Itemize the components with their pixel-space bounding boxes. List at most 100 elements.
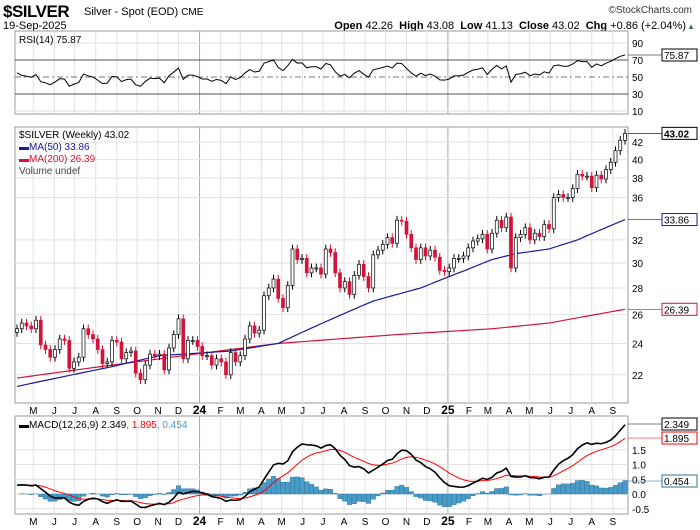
candle [243,338,247,357]
macd-histogram-bar [104,493,110,498]
macd-histogram-bar [575,480,581,495]
macd-histogram-bar [556,484,562,495]
candle [224,361,228,376]
candle [466,247,471,257]
candle [338,272,342,289]
macd-histogram-bar [304,481,310,495]
macd-histogram-bar [142,493,148,499]
macd-histogram-bar [394,486,400,495]
candle [57,338,62,350]
candle [452,258,456,269]
x-axis-label: J [300,517,305,528]
candle [190,340,195,342]
candle [148,353,152,366]
macd-histogram-bar [137,493,143,499]
macd-histogram-bar [508,493,514,496]
x-axis-label: O [133,406,141,417]
x-axis-label: A [92,517,99,528]
x-axis-label: A [506,406,513,417]
x-axis-label: M [277,406,285,417]
candle [371,254,376,289]
macd-histogram-bar [418,493,424,499]
macd-histogram-bar [617,482,623,495]
macd-histogram-bar [361,493,367,502]
candle [262,295,266,331]
candle [114,340,119,343]
ma200-line [16,308,626,379]
candle [490,232,494,250]
candle [247,325,252,340]
macd-histogram-bar [465,493,471,499]
candle [290,248,295,286]
macd-histogram-bar [565,483,571,495]
ma200-legend: ▬MA(200) 26.39 [19,154,96,165]
macd-histogram-bar [484,492,490,495]
candle [34,319,38,330]
x-axis-label: J [568,517,573,528]
macd-histogram-bar [366,493,372,504]
x-axis-label: F [218,517,224,528]
macd-histogram-bar [432,493,438,503]
price-tick-label: 40 [632,156,644,167]
candle [613,150,618,163]
ma200-value-tag-label: 26.39 [664,305,689,316]
candle [518,233,523,239]
x-axis-label: N [155,517,162,528]
open-label: Open [334,20,363,32]
macd-histogram-bar [28,493,34,495]
candle [219,358,224,363]
macd-histogram-bar [156,493,162,495]
macd-histogram-bar [332,493,338,495]
macd-histogram-bar [57,493,63,500]
candle [252,325,257,334]
macd-histogram-bar [228,493,234,497]
rsi-tick-label: 50 [632,73,644,84]
macd-histogram-bar [461,493,467,502]
candle [323,248,328,275]
rsi-value-tag [661,48,698,62]
candle [333,252,338,274]
candle [376,249,380,256]
high-value: 43.08 [426,20,455,32]
macd-line [16,424,626,509]
macd-histogram-bar [271,476,277,495]
candle [162,353,167,371]
candle [380,244,385,251]
macd-tick-label: -0.5 [632,505,650,516]
candle [91,334,95,340]
macd-histogram-bar [133,493,139,497]
macd-histogram-bar [480,491,486,495]
close-value: 43.02 [552,20,580,32]
x-axis-label: J [52,517,57,528]
candle [72,361,76,369]
macd-histogram-bar [513,493,519,496]
macd-histogram-bar [537,493,543,496]
signal-value-tag [661,431,698,445]
candle [100,349,105,364]
candle [433,249,437,258]
candle [43,344,48,350]
candle [53,349,57,358]
candle [133,350,138,374]
ma200-value-tag [661,302,698,316]
candle [409,233,414,249]
x-axis-label: M [29,406,37,417]
macd-histogram-bar [109,493,115,496]
macd-histogram-bar [385,490,391,495]
x-axis-label: F [218,406,224,417]
copyright: ©StockCharts.com [608,5,692,16]
macd-histogram-bar [399,484,405,495]
price-tick-label: 32 [632,236,644,247]
price-tick-label: 22 [632,371,644,382]
macd-histogram-bar [237,493,243,496]
candle [214,358,219,366]
x-axis-label: S [609,406,616,417]
x-axis-label: S [362,517,369,528]
macd-tick-label: 0.0 [632,490,646,501]
ma50-legend: ▬MA(50) 33.86 [19,142,90,153]
candle [480,233,485,240]
candle [551,197,556,230]
macd-value-tag-label: 2.349 [664,420,689,431]
macd-histogram-bar [608,487,614,495]
x-axis-label: N [403,406,410,417]
